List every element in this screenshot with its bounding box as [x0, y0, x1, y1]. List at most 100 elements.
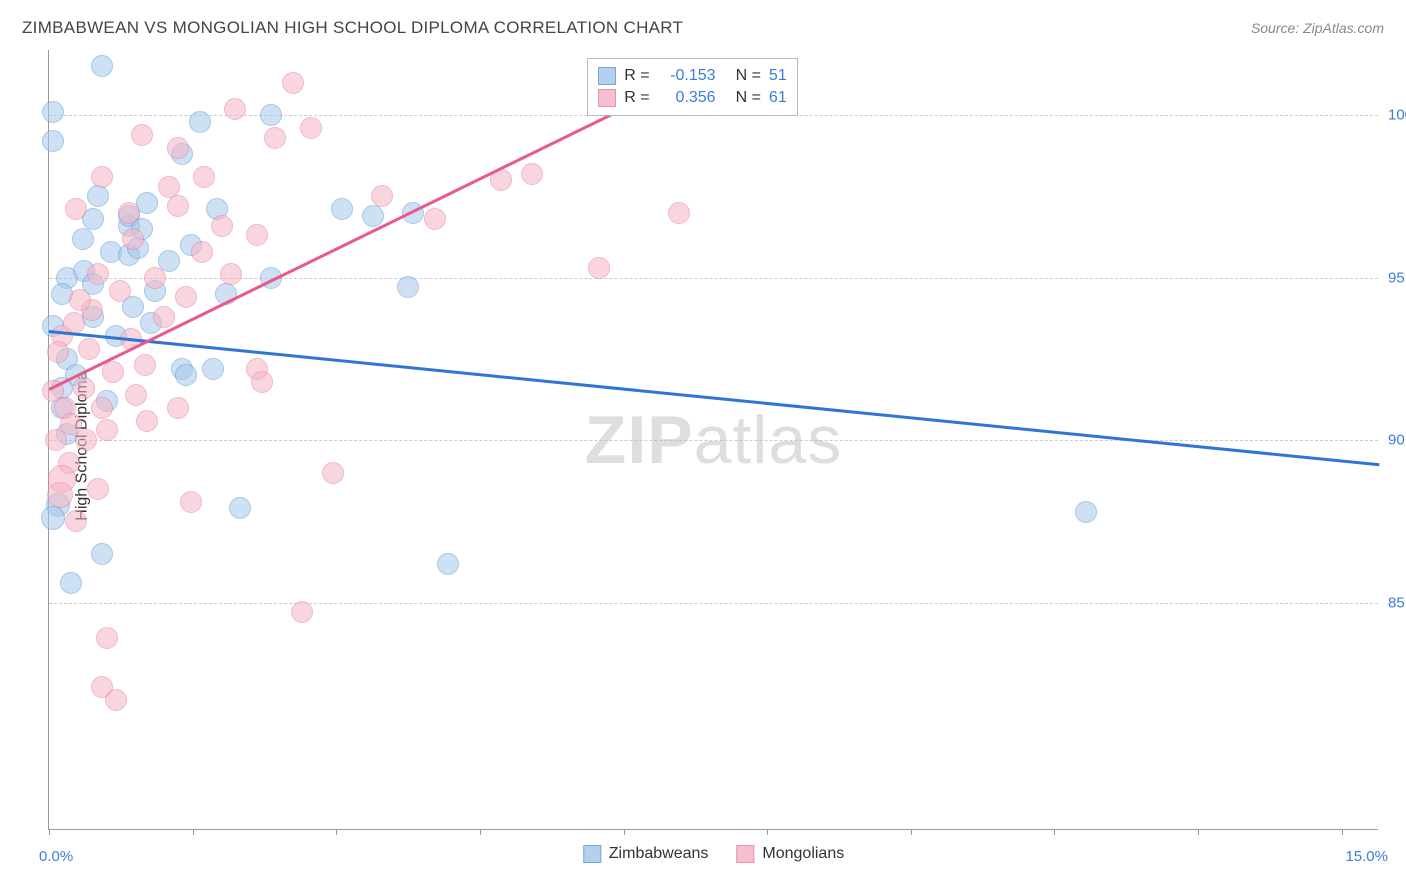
- legend-row: R = -0.153 N = 51: [598, 65, 786, 87]
- x-axis-max-label: 15.0%: [1345, 848, 1388, 865]
- scatter-point: [191, 241, 213, 263]
- x-tick: [49, 829, 50, 835]
- scatter-point: [105, 689, 127, 711]
- scatter-point: [331, 198, 353, 220]
- scatter-point: [96, 627, 118, 649]
- legend-swatch: [583, 845, 601, 863]
- scatter-point: [73, 377, 95, 399]
- scatter-point: [45, 429, 67, 451]
- y-tick-label: 85.0%: [1388, 594, 1406, 611]
- legend-row: R =0.356N =61: [598, 87, 786, 109]
- scatter-point: [144, 267, 166, 289]
- x-tick: [1054, 829, 1055, 835]
- legend-n-value: 51: [769, 67, 787, 85]
- gridline: [49, 440, 1378, 441]
- x-tick: [767, 829, 768, 835]
- scatter-point: [87, 478, 109, 500]
- legend-item: Zimbabweans: [583, 845, 709, 863]
- scatter-point: [189, 111, 211, 133]
- scatter-point: [371, 185, 393, 207]
- scatter-point: [87, 263, 109, 285]
- correlation-legend: R =-0.153N =51R =0.356N =61: [587, 58, 797, 116]
- scatter-point: [96, 419, 118, 441]
- legend-item: Mongolians: [736, 845, 844, 863]
- gridline: [49, 603, 1378, 604]
- gridline: [49, 278, 1378, 279]
- scatter-point: [251, 371, 273, 393]
- scatter-point: [136, 410, 158, 432]
- series-legend: Zimbabweans Mongolians: [583, 845, 844, 863]
- scatter-point: [47, 482, 73, 508]
- x-tick: [1198, 829, 1199, 835]
- scatter-point: [224, 98, 246, 120]
- scatter-point: [91, 55, 113, 77]
- legend-swatch: [598, 67, 616, 85]
- scatter-point: [122, 228, 144, 250]
- x-tick: [193, 829, 194, 835]
- y-tick-label: 95.0%: [1388, 269, 1406, 286]
- scatter-point: [42, 130, 64, 152]
- scatter-point: [41, 506, 65, 530]
- scatter-point: [42, 101, 64, 123]
- legend-n-value: 61: [769, 89, 787, 107]
- scatter-point: [202, 358, 224, 380]
- scatter-point: [60, 572, 82, 594]
- scatter-point: [397, 276, 419, 298]
- scatter-point: [167, 137, 189, 159]
- x-tick: [336, 829, 337, 835]
- scatter-point: [180, 491, 202, 513]
- scatter-point: [362, 205, 384, 227]
- scatter-point: [72, 228, 94, 250]
- scatter-point: [118, 202, 140, 224]
- scatter-point: [282, 72, 304, 94]
- legend-swatch: [598, 89, 616, 107]
- scatter-point: [167, 397, 189, 419]
- scatter-point: [668, 202, 690, 224]
- scatter-point: [102, 361, 124, 383]
- legend-r-label: R =: [624, 67, 649, 85]
- scatter-point: [260, 104, 282, 126]
- scatter-point: [109, 280, 131, 302]
- scatter-point: [87, 185, 109, 207]
- scatter-point: [300, 117, 322, 139]
- chart-title: ZIMBABWEAN VS MONGOLIAN HIGH SCHOOL DIPL…: [22, 18, 683, 38]
- scatter-point: [175, 364, 197, 386]
- legend-r-value: -0.153: [658, 67, 716, 85]
- legend-n-label: N =: [736, 67, 761, 85]
- scatter-point: [167, 195, 189, 217]
- source-label: Source: ZipAtlas.com: [1251, 20, 1384, 36]
- legend-swatch: [736, 845, 754, 863]
- legend-r-value: 0.356: [658, 89, 716, 107]
- scatter-point: [424, 208, 446, 230]
- scatter-point: [175, 286, 197, 308]
- scatter-point: [134, 354, 156, 376]
- x-tick: [1342, 829, 1343, 835]
- x-tick: [911, 829, 912, 835]
- scatter-chart: ZIPatlas 0.0% 15.0% R =-0.153N =51R =0.3…: [48, 50, 1378, 830]
- scatter-point: [47, 341, 69, 363]
- scatter-point: [75, 429, 97, 451]
- x-axis-min-label: 0.0%: [39, 848, 73, 865]
- regression-line: [49, 330, 1379, 466]
- x-tick: [624, 829, 625, 835]
- scatter-point: [322, 462, 344, 484]
- scatter-point: [153, 306, 175, 328]
- scatter-point: [588, 257, 610, 279]
- scatter-point: [1075, 501, 1097, 523]
- scatter-point: [220, 263, 242, 285]
- legend-series-name: Zimbabweans: [609, 845, 709, 863]
- legend-series-name: Mongolians: [762, 845, 844, 863]
- scatter-point: [91, 166, 113, 188]
- scatter-point: [229, 497, 251, 519]
- legend-r-label: R =: [624, 89, 649, 107]
- scatter-point: [131, 124, 153, 146]
- scatter-point: [65, 198, 87, 220]
- scatter-point: [65, 510, 87, 532]
- scatter-point: [91, 543, 113, 565]
- scatter-point: [125, 384, 147, 406]
- scatter-point: [211, 215, 233, 237]
- scatter-point: [437, 553, 459, 575]
- scatter-point: [78, 338, 100, 360]
- scatter-point: [291, 601, 313, 623]
- y-tick-label: 90.0%: [1388, 432, 1406, 449]
